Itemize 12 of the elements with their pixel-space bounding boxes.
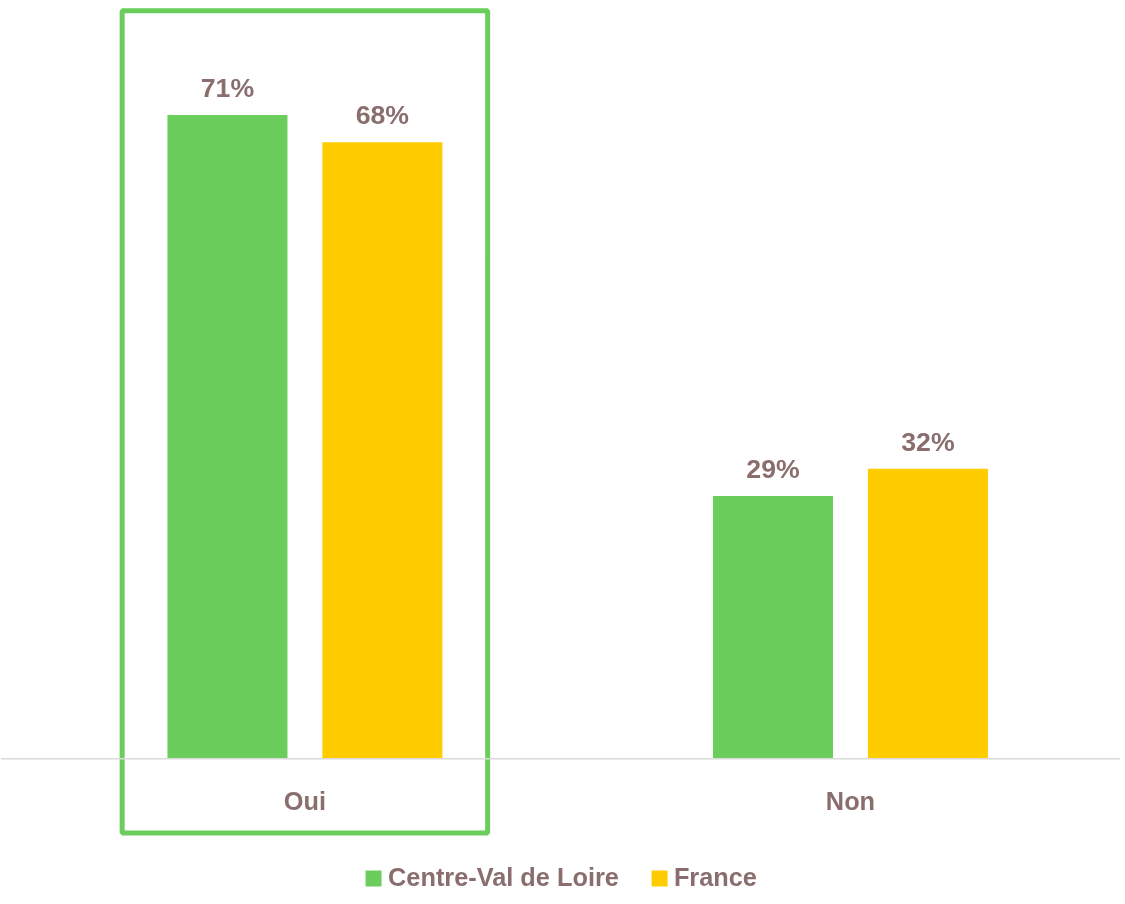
x-tick-label: Oui	[283, 786, 327, 815]
legend-label: Centre-Val de Loire	[388, 863, 619, 892]
x-tick-label: Non	[825, 786, 876, 815]
legend-label: France	[673, 863, 757, 892]
bar	[712, 495, 833, 759]
data-label: 68%	[355, 100, 410, 131]
data-label: 29%	[746, 453, 800, 484]
bar	[167, 115, 288, 759]
data-label: 71%	[200, 73, 255, 104]
bar	[322, 142, 443, 759]
bar	[867, 468, 988, 759]
data-label: 32%	[901, 426, 955, 457]
